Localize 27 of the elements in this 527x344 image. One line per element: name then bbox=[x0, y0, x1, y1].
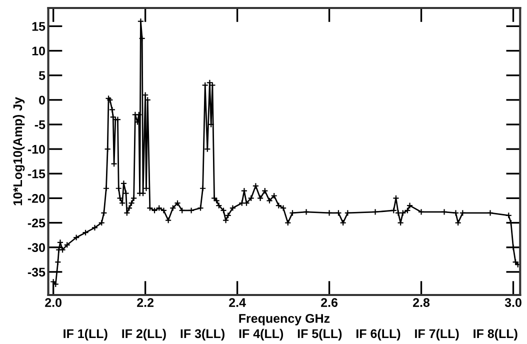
x-tick-label: 3.0 bbox=[504, 298, 522, 307]
text: IF 8(LL) bbox=[474, 328, 518, 341]
y-tick-label: -25 bbox=[28, 218, 46, 228]
text: IF 4(LL) bbox=[239, 328, 284, 341]
text: IF 6(LL) bbox=[356, 328, 400, 341]
x-tick-label: 2.0 bbox=[45, 298, 62, 307]
y-axis-title: 10*Log10(Amp) Jy bbox=[12, 97, 25, 206]
text: IF 1(LL) bbox=[64, 328, 108, 341]
x-tick-label: 2.4 bbox=[229, 298, 246, 307]
y-tick-label: -20 bbox=[28, 194, 45, 203]
text: IF 5(LL) bbox=[298, 328, 342, 341]
y-tick-label: -35 bbox=[28, 268, 46, 277]
y-tick-label: 15 bbox=[32, 22, 46, 31]
y-tick-label: 5 bbox=[38, 71, 46, 80]
x-tick-label: 2.6 bbox=[321, 298, 338, 307]
text: IF 2(LL) bbox=[122, 328, 166, 341]
x-axis-title: Frequency GHz bbox=[239, 314, 330, 326]
x-tick-label: 2.8 bbox=[413, 298, 430, 307]
x-tick-label: 2.2 bbox=[137, 298, 154, 307]
y-tick-label: 0 bbox=[39, 96, 45, 105]
y-tick-label: -10 bbox=[28, 144, 45, 154]
y-tick-label: -15 bbox=[28, 170, 46, 178]
text: IF 7(LL) bbox=[415, 328, 459, 341]
y-tick-label: -30 bbox=[28, 243, 45, 252]
y-tick-label: -5 bbox=[34, 120, 46, 130]
y-tick-label: 10 bbox=[32, 46, 45, 56]
text: IF 3(LL) bbox=[180, 328, 224, 341]
